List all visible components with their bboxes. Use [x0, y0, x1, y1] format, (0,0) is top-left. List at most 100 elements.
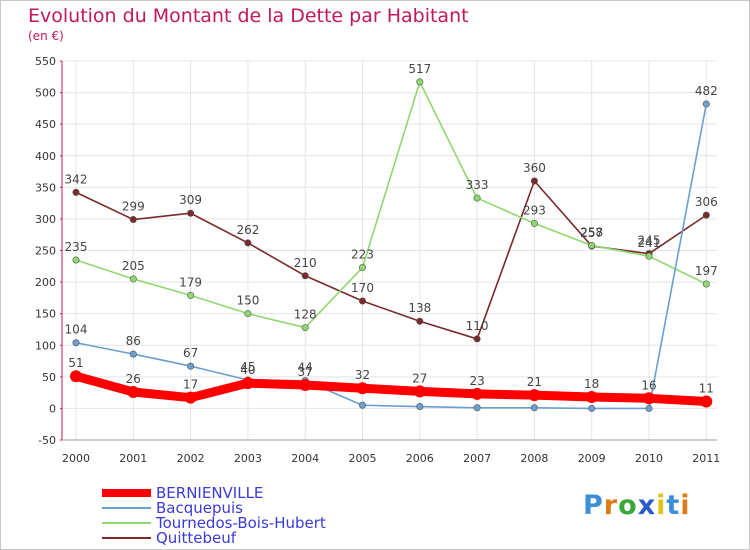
- data-label-bernienville: 26: [126, 372, 141, 386]
- data-label-tournedos-bois-hubert: 128: [294, 308, 317, 322]
- chart-title: Evolution du Montant de la Dette par Hab…: [28, 5, 469, 27]
- data-label-bernienville: 32: [355, 368, 370, 382]
- data-point-tournedos-bois-hubert: [129, 275, 137, 283]
- data-point-quittebeuf: [244, 239, 252, 247]
- data-point-bernienville: [528, 389, 541, 402]
- data-label-bacquepuis: 104: [65, 323, 88, 337]
- data-labels-layer: 51 26 17 40 37 32 27 23 21 18 16 11 104 86 67 45 44 482 23…: [65, 62, 718, 396]
- y-tick-label: 450: [35, 118, 56, 131]
- data-point-tournedos-bois-hubert: [301, 324, 309, 332]
- data-point-bernienville: [700, 395, 713, 408]
- data-point-quittebeuf: [187, 209, 195, 217]
- x-tick-label: 2003: [234, 452, 262, 465]
- data-label-bernienville: 37: [298, 365, 313, 379]
- data-point-bacquepuis: [645, 404, 653, 412]
- data-label-quittebeuf: 257: [580, 226, 603, 240]
- data-label-quittebeuf: 262: [236, 223, 259, 237]
- y-tick-label: 250: [35, 245, 56, 258]
- data-label-tournedos-bois-hubert: 517: [408, 62, 431, 76]
- data-point-bernienville: [356, 382, 369, 395]
- data-label-tournedos-bois-hubert: 205: [122, 259, 145, 273]
- data-point-bacquepuis: [358, 401, 366, 409]
- data-point-quittebeuf: [129, 216, 137, 224]
- data-label-tournedos-bois-hubert: 179: [179, 275, 202, 289]
- data-label-tournedos-bois-hubert: 150: [236, 294, 259, 308]
- data-label-quittebeuf: 170: [351, 281, 374, 295]
- data-label-bernienville: 16: [641, 378, 656, 392]
- data-point-bacquepuis: [530, 404, 538, 412]
- data-point-bernienville: [413, 385, 426, 398]
- data-point-quittebeuf: [72, 188, 80, 196]
- data-label-bernienville: 17: [183, 378, 198, 392]
- data-label-quittebeuf: 309: [179, 193, 202, 207]
- data-label-tournedos-bois-hubert: 258: [580, 225, 603, 239]
- data-label-quittebeuf: 306: [695, 195, 718, 209]
- data-label-bernienville: 18: [584, 377, 599, 391]
- y-tick-label: 150: [35, 308, 56, 321]
- y-tick-label: 500: [35, 87, 56, 100]
- data-label-bernienville: 51: [68, 356, 83, 370]
- data-label-tournedos-bois-hubert: 235: [65, 240, 88, 254]
- data-point-tournedos-bois-hubert: [645, 252, 653, 260]
- data-point-tournedos-bois-hubert: [530, 219, 538, 227]
- x-tick-label: 2005: [349, 452, 377, 465]
- y-tick-label: -50: [38, 434, 56, 447]
- series-line-quittebeuf: [75, 180, 708, 340]
- x-tick-label: 2007: [463, 452, 491, 465]
- data-label-tournedos-bois-hubert: 223: [351, 248, 374, 262]
- y-tick-label: 300: [35, 213, 56, 226]
- data-point-tournedos-bois-hubert: [72, 256, 80, 264]
- x-tick-label: 2008: [520, 452, 548, 465]
- y-tick-label: 550: [35, 55, 56, 68]
- x-tick-label: 2001: [119, 452, 147, 465]
- data-label-quittebeuf: 245: [638, 234, 661, 248]
- data-point-quittebeuf: [301, 272, 309, 280]
- data-point-bacquepuis: [129, 350, 137, 358]
- data-point-bacquepuis: [702, 100, 710, 108]
- y-tick-label: 200: [35, 276, 56, 289]
- data-point-bernienville: [643, 392, 655, 405]
- data-point-tournedos-bois-hubert: [473, 194, 481, 202]
- data-label-bernienville: 21: [527, 375, 542, 389]
- axes: -50 0 50 100 150 200 250 300 350 400 450 500 550 2000…: [35, 55, 720, 465]
- data-label-quittebeuf: 360: [523, 161, 546, 175]
- data-point-bernienville: [184, 391, 197, 404]
- data-point-tournedos-bois-hubert: [187, 291, 195, 299]
- data-point-bacquepuis: [187, 362, 195, 370]
- data-point-tournedos-bois-hubert: [416, 78, 424, 86]
- data-label-tournedos-bois-hubert: 333: [466, 178, 489, 192]
- series-layer: [70, 78, 713, 412]
- legend: BERNIENVILLEBacquepuisTournedos-Bois-Hub…: [102, 484, 326, 547]
- data-point-bernienville: [299, 379, 312, 392]
- data-point-quittebeuf: [530, 177, 538, 185]
- series-line-tournedos-bois-hubert: [75, 81, 708, 329]
- data-point-bernienville: [471, 387, 484, 400]
- data-point-tournedos-bois-hubert: [702, 280, 710, 288]
- data-point-tournedos-bois-hubert: [358, 264, 366, 272]
- legend-label-quittebeuf: Quittebeuf: [156, 529, 237, 547]
- data-label-tournedos-bois-hubert: 197: [695, 264, 718, 278]
- series-line-bernienville: [71, 371, 711, 406]
- series-line-bacquepuis: [75, 103, 708, 410]
- data-label-bacquepuis: 67: [183, 346, 198, 360]
- data-label-bacquepuis: 44: [298, 361, 313, 375]
- data-label-bernienville: 40: [240, 363, 255, 377]
- data-point-bernienville: [241, 377, 254, 390]
- data-point-bacquepuis: [473, 404, 481, 412]
- data-label-bacquepuis: 86: [126, 334, 141, 348]
- x-tick-label: 2009: [578, 452, 606, 465]
- data-label-quittebeuf: 299: [122, 200, 145, 214]
- data-point-bacquepuis: [72, 339, 80, 347]
- legend-label-tournedos-bois-hubert: Tournedos-Bois-Hubert: [155, 514, 326, 532]
- x-tick-label: 2000: [62, 452, 90, 465]
- data-label-bernienville: 27: [412, 371, 427, 385]
- y-tick-label: 50: [42, 371, 56, 384]
- data-label-quittebeuf: 210: [294, 256, 317, 270]
- data-label-tournedos-bois-hubert: 293: [523, 203, 546, 217]
- legend-label-bacquepuis: Bacquepuis: [156, 499, 243, 517]
- data-point-quittebeuf: [702, 211, 710, 219]
- data-point-bernienville: [70, 370, 82, 383]
- x-tick-label: 2004: [291, 452, 319, 465]
- x-tick-label: 2011: [692, 452, 720, 465]
